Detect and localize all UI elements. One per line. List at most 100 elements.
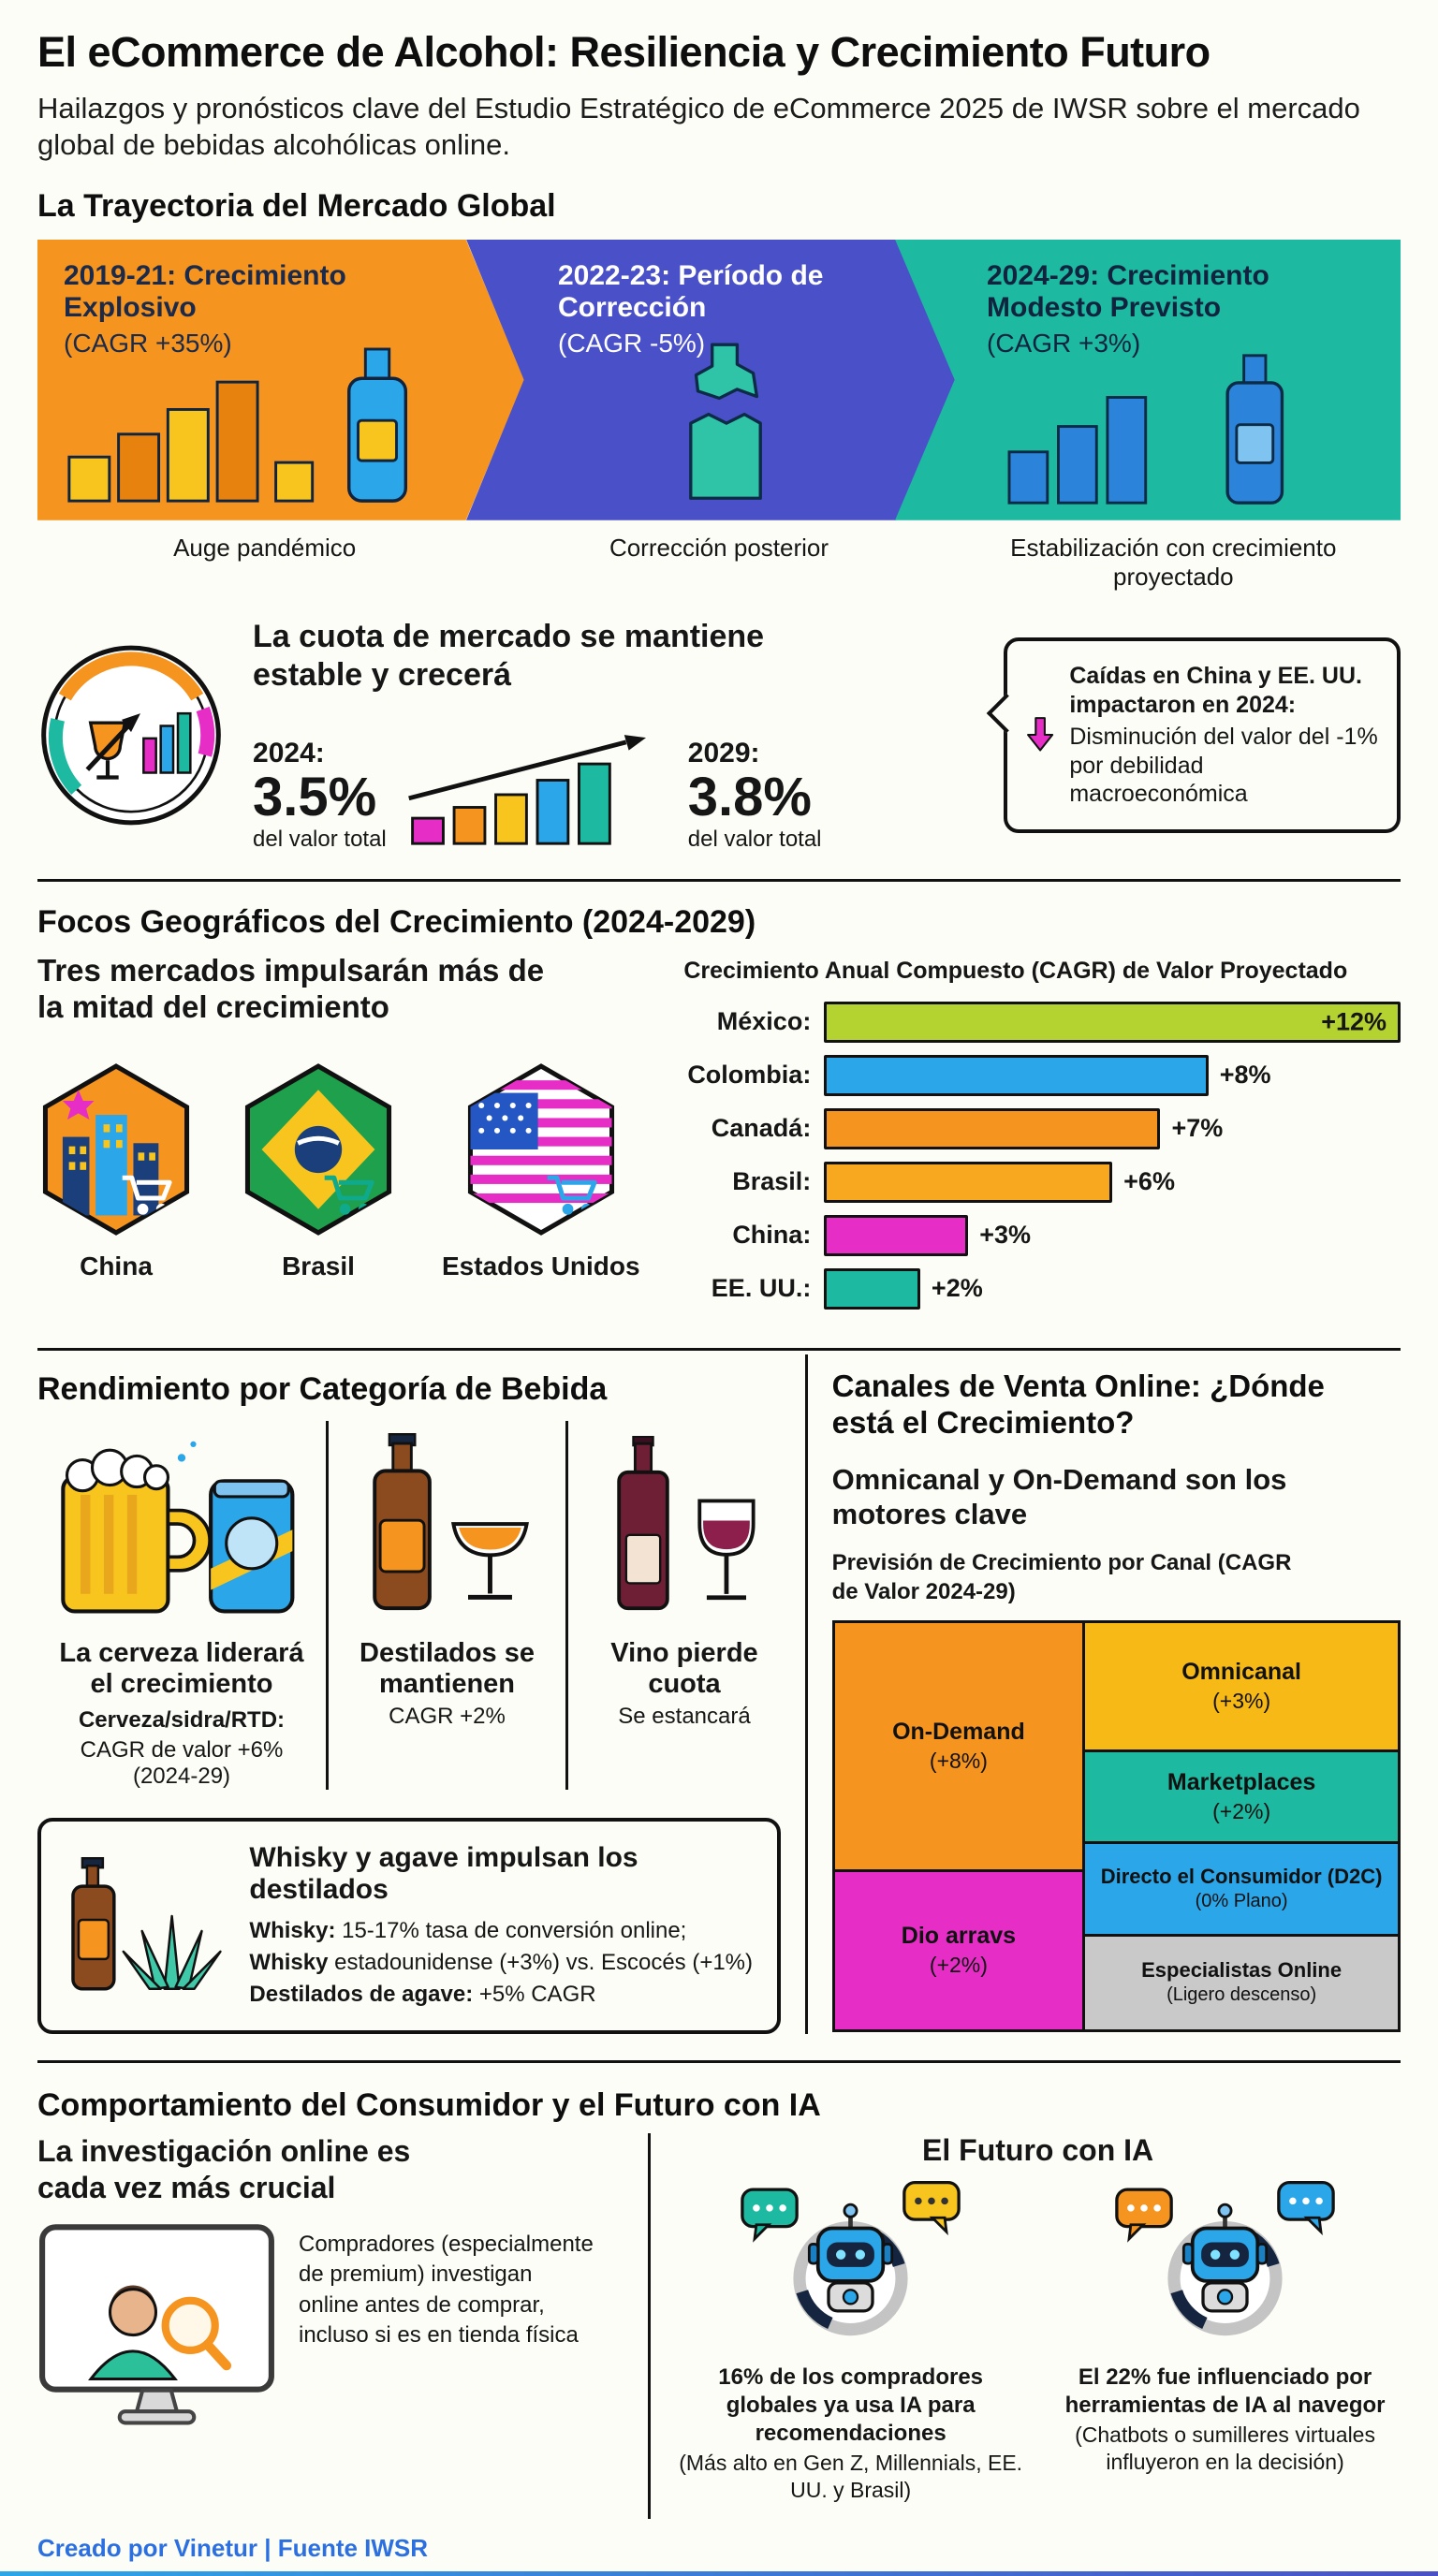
whisky-line: Whisky estadounidense (+3%) vs. Escocés … bbox=[249, 1949, 754, 1975]
ai-future-title: El Futuro con IA bbox=[922, 2133, 1154, 2168]
cagr-value: +3% bbox=[979, 1221, 1032, 1250]
cagr-row-colombia: Colombia: +8% bbox=[683, 1054, 1401, 1096]
cagr-bar bbox=[824, 1214, 969, 1256]
geography-columns: Tres mercados impulsarán más de la mitad… bbox=[37, 952, 1401, 1322]
online-research-monitor-icon bbox=[39, 2224, 274, 2425]
whisky-line: Destilados de agave: +5% CAGR bbox=[249, 1981, 596, 2007]
whisky-agave-callout: Whisky y agave impulsan los destilados W… bbox=[37, 1818, 781, 2035]
cagr-row-brasil: Brasil: +6% bbox=[683, 1161, 1401, 1203]
market-share-years: 2024: 3.5% del valor total 2029: 3.8% bbox=[253, 708, 976, 853]
ai-robot-chat-icon bbox=[1115, 2181, 1335, 2336]
market-hex-china: China bbox=[37, 1061, 195, 1281]
online-research-block: La investigación online es cada vez más … bbox=[37, 2133, 652, 2519]
category-wine: Vino pierde cuota Se estancará bbox=[565, 1420, 800, 1791]
cagr-bar bbox=[824, 1054, 1209, 1096]
ai-future-block: El Futuro con IA bbox=[651, 2133, 1401, 2519]
ai-robot-chat-icon bbox=[741, 2181, 961, 2336]
china-city-icon bbox=[42, 1063, 190, 1236]
share-2024-block: 2024: 3.5% del valor total bbox=[253, 737, 387, 852]
market-share-donut-icon bbox=[41, 645, 221, 826]
modest-growth-bars-bottle-icon bbox=[1007, 354, 1284, 505]
divider bbox=[37, 878, 1401, 882]
section-trajectory-heading: La Trayectoria del Mercado Global bbox=[37, 187, 556, 224]
divider bbox=[37, 2060, 1401, 2064]
phase-2022-23-text: 2022-23: Período de Corrección (CAGR -5%… bbox=[558, 259, 824, 358]
page-title: El eCommerce de Alcohol: Resiliencia y C… bbox=[37, 28, 1211, 76]
divider bbox=[37, 1347, 1401, 1351]
market-hex-row: China bbox=[37, 1061, 678, 1281]
market-trajectory-timeline: 2019-21: Crecimiento Explosivo (CAGR +35… bbox=[37, 239, 1401, 520]
whisky-line: Whisky: 15-17% tasa de conversión online… bbox=[249, 1918, 687, 1944]
timeline-captions: Auge pandémico Corrección posterior Esta… bbox=[37, 534, 1401, 592]
share-2029-block: 2029: 3.8% del valor total bbox=[687, 737, 822, 852]
cagr-bar bbox=[824, 1107, 1161, 1149]
geography-intro: Tres mercados impulsarán más de la mitad… bbox=[37, 952, 545, 1025]
category-channel-columns: Rendimiento por Categoría de Bebida bbox=[37, 1354, 1401, 2035]
whisky-agave-icon bbox=[71, 1856, 222, 1991]
section-channels-heading: Canales de Venta Online: ¿Dónde está el … bbox=[831, 1368, 1325, 1441]
cagr-bar: +12% bbox=[824, 1001, 1401, 1043]
caption-stabilization: Estabilización con crecimiento proyectad… bbox=[1010, 533, 1337, 591]
cagr-value: +6% bbox=[1123, 1167, 1175, 1196]
credit-footer: Creado por Vinetur | Fuente IWSR bbox=[37, 2534, 429, 2562]
market-hex-brasil: Brasil bbox=[240, 1061, 397, 1281]
decline-callout-text: Caídas en China y EE. UU. impactaron en … bbox=[1069, 663, 1378, 808]
market-share-block: La cuota de mercado se mantiene estable … bbox=[37, 618, 1401, 853]
wine-bottle-glass-icon bbox=[617, 1435, 756, 1610]
treemap-cell-dio-arravs: Dio arravs (+2%) bbox=[834, 1872, 1083, 2029]
cagr-row-canada: Canadá: +7% bbox=[683, 1107, 1401, 1149]
page-subtitle: Hailazgos y pronósticos clave del Estudi… bbox=[37, 92, 1360, 162]
beer-mug-can-icon bbox=[61, 1441, 295, 1614]
caption-correction: Corrección posterior bbox=[609, 533, 829, 562]
cagr-value: +7% bbox=[1171, 1114, 1224, 1143]
treemap-cell-especialistas: Especialistas Online (Ligero descenso) bbox=[1085, 1936, 1398, 2029]
phase-2024-29-text: 2024-29: Crecimiento Modesto Previsto (C… bbox=[987, 259, 1269, 358]
caption-pandemic-boom: Auge pandémico bbox=[173, 533, 357, 562]
phase-2022-23: 2022-23: Período de Corrección (CAGR -5%… bbox=[466, 239, 955, 520]
whisky-agave-text: Whisky y agave impulsan los destilados W… bbox=[249, 1842, 754, 2010]
consumer-columns: La investigación online es cada vez más … bbox=[37, 2133, 1401, 2519]
growth-bars-bottle-icon bbox=[67, 347, 408, 503]
broken-bottle-icon bbox=[689, 343, 762, 500]
market-label: China bbox=[80, 1251, 153, 1281]
channels-subheading: Omnicanal y On-Demand son los motores cl… bbox=[831, 1462, 1287, 1531]
treemap-cell-omnicanal: Omnicanal (+3%) bbox=[1085, 1622, 1398, 1749]
us-flag-icon bbox=[467, 1063, 614, 1236]
cagr-chart-title: Crecimiento Anual Compuesto (CAGR) de Va… bbox=[683, 957, 1348, 984]
beverage-category-section: Rendimiento por Categoría de Bebida bbox=[37, 1354, 808, 2035]
cagr-row-usa: EE. UU.: +2% bbox=[683, 1267, 1401, 1310]
online-research-title: La investigación online es cada vez más … bbox=[37, 2134, 411, 2204]
cagr-bar bbox=[824, 1161, 1113, 1203]
channel-treemap: On-Demand (+8%) Dio arravs (+2%) Omnican… bbox=[831, 1619, 1401, 2032]
cagr-value: +2% bbox=[931, 1274, 983, 1303]
down-arrow-icon bbox=[1027, 717, 1054, 752]
treemap-title: Previsión de Crecimiento por Canal (CAGR… bbox=[831, 1550, 1292, 1605]
category-row: La cerveza liderará el crecimiento Cerve… bbox=[37, 1420, 781, 1791]
phase-2019-21: 2019-21: Crecimiento Explosivo (CAGR +35… bbox=[37, 239, 524, 520]
brazil-flag-icon bbox=[244, 1063, 392, 1236]
category-spirits: Destilados se mantienen CAGR +2% bbox=[326, 1420, 565, 1791]
category-beer: La cerveza liderará el crecimiento Cerve… bbox=[37, 1421, 326, 1791]
whisky-bottle-glass-icon bbox=[373, 1432, 529, 1610]
market-hex-usa: Estados Unidos bbox=[442, 1061, 640, 1281]
section-geography-heading: Focos Geográficos del Crecimiento (2024-… bbox=[37, 903, 756, 940]
market-label: Estados Unidos bbox=[442, 1251, 640, 1281]
market-label: Brasil bbox=[282, 1251, 355, 1281]
market-share-main: La cuota de mercado se mantiene estable … bbox=[253, 618, 976, 853]
treemap-cell-ondemand: On-Demand (+8%) bbox=[834, 1622, 1083, 1869]
phase-2024-29: 2024-29: Crecimiento Modesto Previsto (C… bbox=[895, 239, 1401, 520]
section-consumer-heading: Comportamiento del Consumidor y el Futur… bbox=[37, 2087, 821, 2124]
online-channels-section: Canales de Venta Online: ¿Dónde está el … bbox=[808, 1354, 1401, 2034]
treemap-cell-d2c: Directo el Consumidor (D2C) (0% Plano) bbox=[1085, 1844, 1398, 1934]
phase-2019-21-text: 2019-21: Crecimiento Explosivo (CAGR +35… bbox=[64, 259, 346, 358]
ai-stat-2: El 22% fue influenciado por herramientas… bbox=[1051, 2177, 1400, 2504]
online-research-body: Compradores (especialmente de premium) i… bbox=[299, 2231, 594, 2349]
decline-callout: Caídas en China y EE. UU. impactaron en … bbox=[1004, 637, 1401, 833]
section-categories-heading: Rendimiento por Categoría de Bebida bbox=[37, 1370, 608, 1407]
cagr-value: +8% bbox=[1219, 1061, 1271, 1090]
cagr-chart: Crecimiento Anual Compuesto (CAGR) de Va… bbox=[678, 952, 1401, 1322]
geography-markets: Tres mercados impulsarán más de la mitad… bbox=[37, 952, 678, 1322]
cagr-value: +12% bbox=[1321, 1007, 1387, 1036]
market-share-heading: La cuota de mercado se mantiene estable … bbox=[253, 619, 765, 693]
